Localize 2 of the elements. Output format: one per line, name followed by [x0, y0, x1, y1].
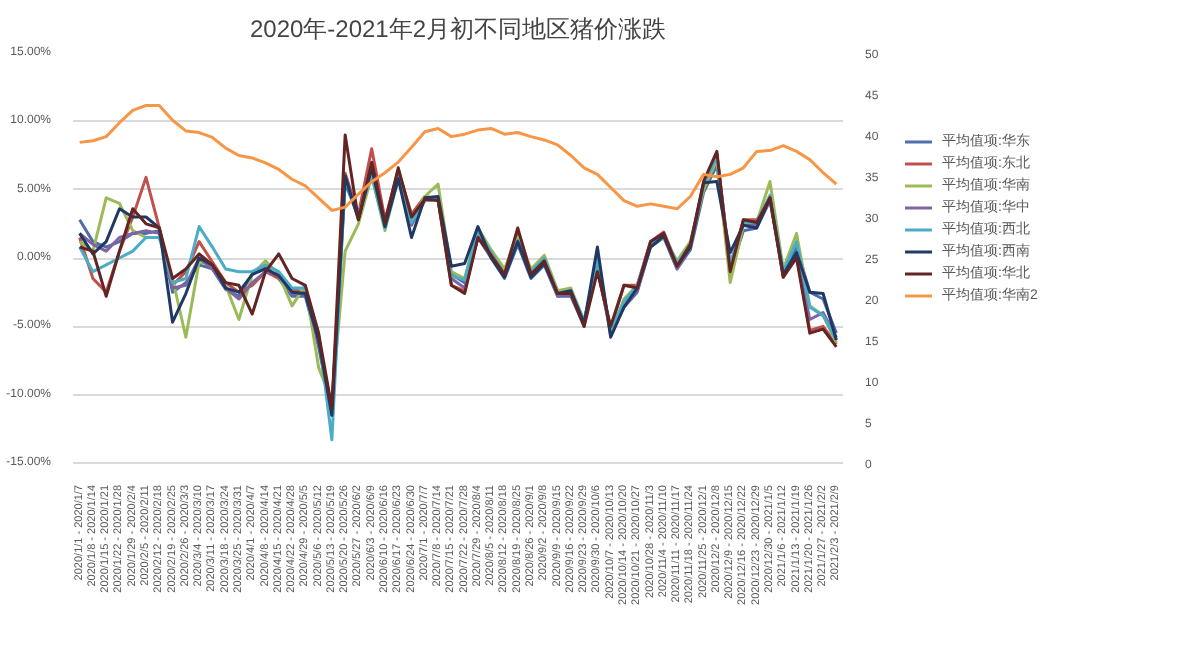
line-series: [78, 103, 838, 212]
chart-title: 2020年-2021年2月初不同地区猪价涨跌: [249, 15, 667, 43]
